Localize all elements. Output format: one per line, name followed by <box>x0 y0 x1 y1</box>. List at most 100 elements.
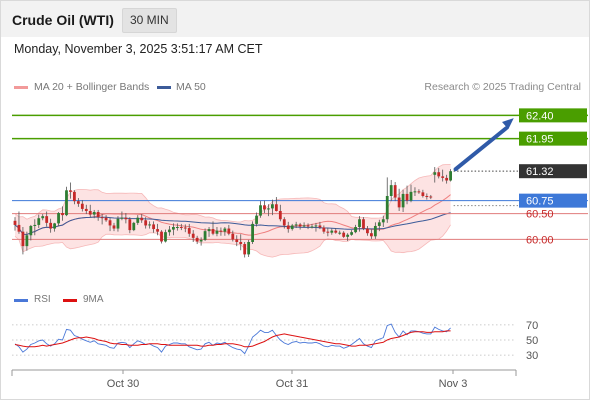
candle-body <box>187 228 191 234</box>
candle-body <box>350 232 353 235</box>
candle-body <box>362 219 365 229</box>
candle-body <box>330 230 334 233</box>
candle-body <box>274 204 278 211</box>
candle-body <box>29 225 33 236</box>
level-label-61.95: 61.95 <box>526 134 554 146</box>
candle-body <box>53 223 56 229</box>
candle-body <box>164 232 167 242</box>
candle-body <box>223 228 227 232</box>
bollinger-lower-line <box>14 224 451 258</box>
forecast-arrow-shaft <box>453 126 508 172</box>
candle-body <box>401 193 405 208</box>
candle-body <box>61 213 64 216</box>
x-tick-label: Oct 30 <box>107 378 139 390</box>
header-bar: Crude Oil (WTI) 30 MIN <box>1 1 589 37</box>
bollinger-upper-line <box>14 164 451 223</box>
candle-body <box>282 219 286 226</box>
candle-body <box>354 227 357 233</box>
candle-body <box>441 176 445 178</box>
candle-body <box>358 219 361 228</box>
candle-body <box>294 224 298 226</box>
timeframe-button[interactable]: 30 MIN <box>122 8 177 33</box>
candle-body <box>112 225 116 229</box>
ma20-legend-swatch <box>14 86 28 89</box>
candle-body <box>449 171 452 181</box>
candle-body <box>425 195 429 197</box>
candle-body <box>306 225 310 227</box>
candle-body <box>172 227 175 230</box>
candle-body <box>429 196 433 198</box>
candle-body <box>215 230 219 234</box>
candle-body <box>413 191 417 193</box>
candle-body <box>318 225 322 228</box>
candle-body <box>405 193 409 201</box>
level-tag-60.75 <box>519 193 587 208</box>
candle-body <box>179 227 183 229</box>
timestamp-text: Monday, November 3, 2025 3:51:17 AM CET <box>14 42 263 56</box>
candle-body <box>108 220 112 226</box>
candle-body <box>41 216 45 219</box>
candle-body <box>191 233 195 238</box>
candle-body <box>92 212 96 215</box>
candle-body <box>314 225 318 227</box>
rsi-legend: RSI 9MA <box>1 294 301 308</box>
level-label-60.00: 60.00 <box>526 234 554 246</box>
candle-body <box>385 195 389 220</box>
x-tick-label: Oct 31 <box>276 378 308 390</box>
candle-body <box>73 191 76 202</box>
forecast-arrow-head <box>502 118 514 130</box>
candle-body <box>80 203 84 209</box>
candle-body <box>211 229 215 234</box>
candle-body <box>76 201 80 204</box>
candle-body <box>271 204 274 209</box>
candle-body <box>203 231 207 240</box>
last-price-tag <box>519 164 587 179</box>
rsi-tick-50: 50 <box>526 335 538 347</box>
candle-body <box>255 215 258 224</box>
rsi-legend-swatch <box>14 299 28 302</box>
candle-body <box>168 229 171 233</box>
candle-body <box>96 212 100 218</box>
candle-body <box>156 229 159 232</box>
instrument-title: Crude Oil (WTI) <box>12 12 114 28</box>
candle-body <box>148 224 152 226</box>
level-label-62.40: 62.40 <box>526 110 554 122</box>
candle-body <box>263 205 266 210</box>
candle-body <box>49 222 53 229</box>
candle-body <box>389 185 393 196</box>
candle-body <box>370 233 373 237</box>
candle-body <box>144 220 148 226</box>
candle-body <box>45 216 49 223</box>
rsi-tick-70: 70 <box>526 320 538 332</box>
rsi-tick-30: 30 <box>526 350 538 362</box>
candle-body <box>267 208 270 210</box>
candle-body <box>302 225 306 227</box>
candle-body <box>397 197 401 208</box>
candle-body <box>298 224 302 227</box>
ma9-legend-swatch <box>63 299 77 302</box>
candle-body <box>235 239 239 242</box>
candle-body <box>409 191 413 201</box>
candle-body <box>417 191 421 193</box>
candle-body <box>17 224 21 232</box>
candle-body <box>342 232 346 237</box>
candle-body <box>175 227 179 229</box>
ma50-legend-swatch <box>157 86 171 89</box>
ma20-legend-label: MA 20 + Bollinger Bands <box>34 81 150 93</box>
candle-body <box>33 224 37 226</box>
rsi-9ma-line <box>14 330 451 348</box>
level-label-60.75: 60.75 <box>526 196 554 208</box>
candle-body <box>195 237 199 242</box>
candle-body <box>243 244 247 255</box>
copyright-text: Research © 2025 Trading Central <box>424 81 581 93</box>
candle-body <box>25 235 29 247</box>
candle-body <box>132 222 136 231</box>
candle-body <box>160 231 163 242</box>
candle-body <box>199 239 203 242</box>
candle-body <box>433 172 437 175</box>
ma9-legend-label: 9MA <box>83 294 104 305</box>
candle-body <box>338 232 342 234</box>
bollinger-band-area <box>15 164 451 258</box>
candle-body <box>183 227 187 229</box>
